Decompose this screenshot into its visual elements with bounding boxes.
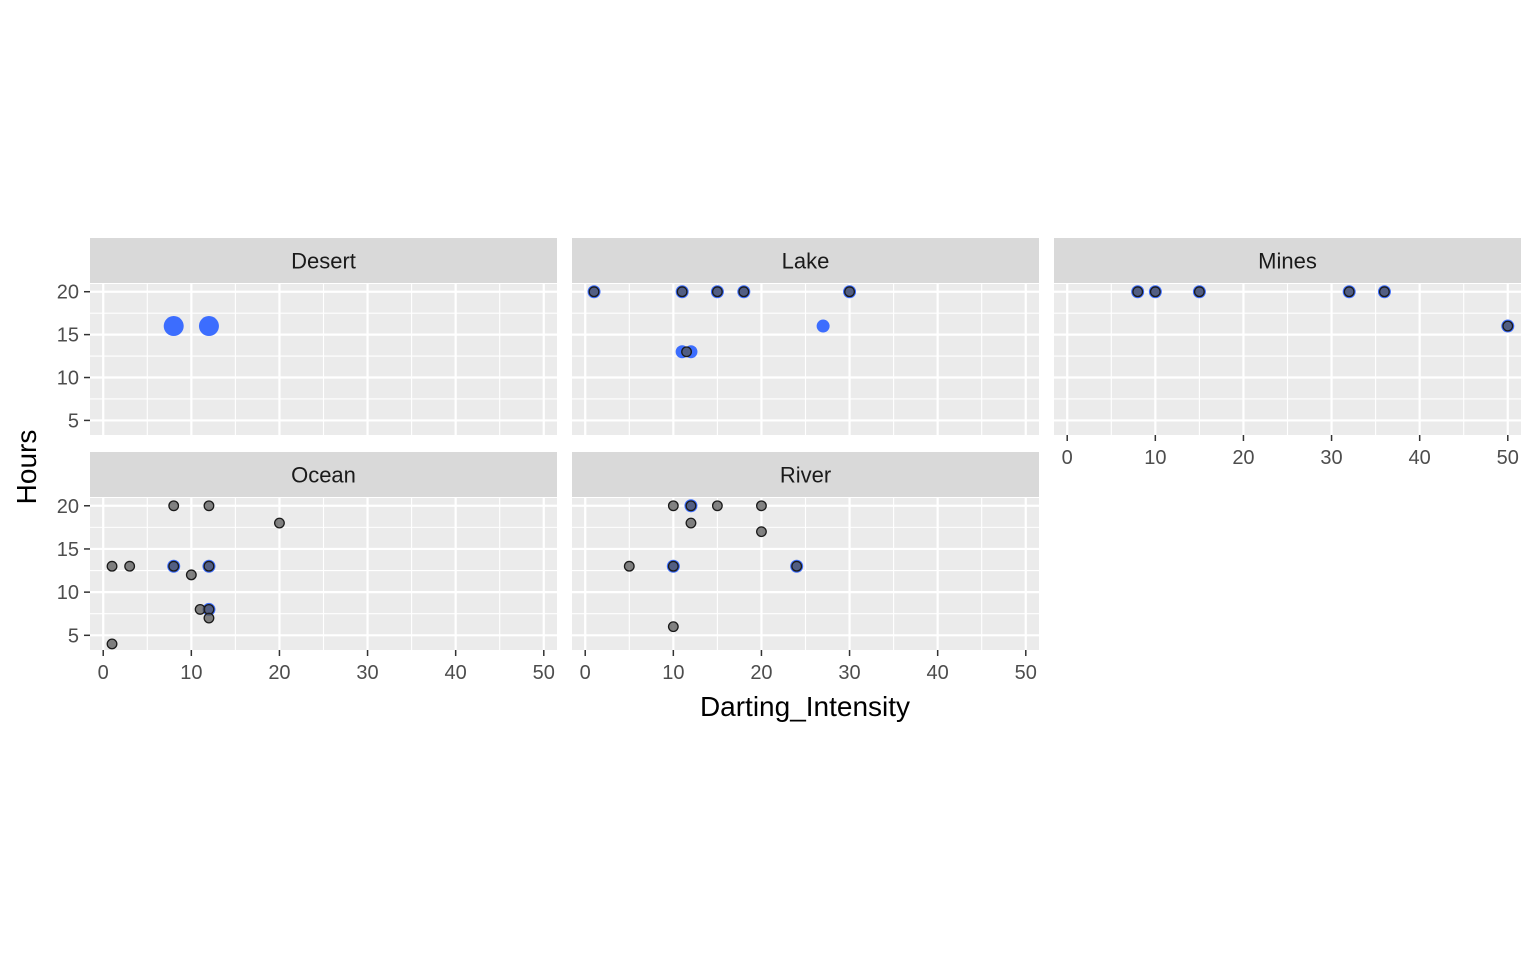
x-tick-label: 50 (1015, 662, 1037, 684)
facet-ocean: Ocean 5 10 15 20 0 10 20 30 40 50 (57, 452, 557, 684)
data-point-black (667, 560, 679, 572)
data-point-black (1193, 286, 1205, 298)
facet-strip-label: Ocean (291, 463, 356, 488)
facet-strip-label: Mines (1258, 249, 1317, 274)
facet-strip (90, 452, 557, 497)
facet-strip-label: River (780, 463, 831, 488)
facet-strip (1054, 238, 1521, 283)
facet-strip-label: Desert (291, 249, 356, 274)
y-tick-label: 10 (57, 368, 79, 390)
x-tick-label: 30 (356, 662, 378, 684)
data-point-black (681, 346, 692, 358)
facet-mines: Mines 0 10 20 30 40 50 (1054, 238, 1521, 469)
data-point-black (755, 500, 767, 512)
data-point-black (685, 517, 697, 529)
data-point-blue (198, 316, 219, 337)
y-tick-label: 20 (57, 282, 79, 304)
x-tick-label: 40 (445, 662, 467, 684)
data-point-black (273, 517, 285, 529)
y-tick-label: 20 (57, 496, 79, 518)
facet-lake: Lake (572, 238, 1039, 435)
data-point-black (106, 638, 118, 650)
data-point-black (711, 286, 723, 298)
data-point-blue (163, 316, 184, 337)
data-point-black (106, 560, 118, 572)
data-point-black (168, 500, 180, 512)
x-tick-label: 20 (750, 662, 772, 684)
data-point-black (194, 603, 206, 615)
data-point-black (1343, 286, 1355, 298)
data-point-black (1502, 320, 1514, 332)
data-point-black (203, 500, 215, 512)
x-tick-label: 10 (662, 662, 684, 684)
data-point-blue (816, 319, 830, 333)
facet-river: River 0 10 20 30 40 50 (572, 452, 1039, 684)
data-point-black (738, 286, 750, 298)
data-point-black (588, 286, 600, 298)
x-tick-label: 20 (1232, 447, 1254, 469)
x-tick-label: 30 (1320, 447, 1342, 469)
data-point-black (124, 560, 136, 572)
facet-panels: Desert 5 10 15 20 Lake Mines 0 10 20 30 40 50 Ocean 5 1… (57, 238, 1521, 684)
y-tick-label: 5 (68, 625, 79, 647)
y-axis-title: Hours (11, 430, 42, 505)
facet-strip-label: Lake (782, 249, 830, 274)
data-point-black (667, 500, 679, 512)
x-tick-label: 0 (98, 662, 109, 684)
data-point-black (203, 560, 215, 572)
data-point-black (791, 560, 803, 572)
x-tick-label: 30 (838, 662, 860, 684)
x-tick-label: 10 (1144, 447, 1166, 469)
y-tick-label: 5 (68, 410, 79, 432)
data-point-black (1149, 286, 1161, 298)
x-tick-label: 50 (1497, 447, 1519, 469)
x-tick-label: 0 (1062, 447, 1073, 469)
data-point-black (667, 621, 679, 633)
x-tick-label: 40 (927, 662, 949, 684)
data-point-black (685, 500, 697, 512)
y-tick-label: 15 (57, 325, 79, 347)
data-point-black (185, 569, 197, 581)
data-point-black (168, 560, 180, 572)
x-tick-label: 0 (580, 662, 591, 684)
x-tick-label: 40 (1409, 447, 1431, 469)
x-tick-label: 50 (533, 662, 555, 684)
data-point-black (1378, 286, 1390, 298)
data-point-black (1132, 286, 1144, 298)
data-point-black (711, 500, 723, 512)
data-point-black (203, 612, 215, 624)
data-point-black (844, 286, 856, 298)
data-point-black (755, 526, 767, 538)
x-tick-label: 10 (180, 662, 202, 684)
facet-desert: Desert 5 10 15 20 (57, 238, 557, 435)
facet-strip (90, 238, 557, 283)
facet-strip (572, 238, 1039, 283)
facet-strip (572, 452, 1039, 497)
y-tick-label: 15 (57, 539, 79, 561)
x-tick-label: 20 (268, 662, 290, 684)
y-tick-label: 10 (57, 582, 79, 604)
x-axis-title: Darting_Intensity (700, 691, 910, 722)
data-point-black (676, 286, 688, 298)
data-point-black (623, 560, 635, 572)
